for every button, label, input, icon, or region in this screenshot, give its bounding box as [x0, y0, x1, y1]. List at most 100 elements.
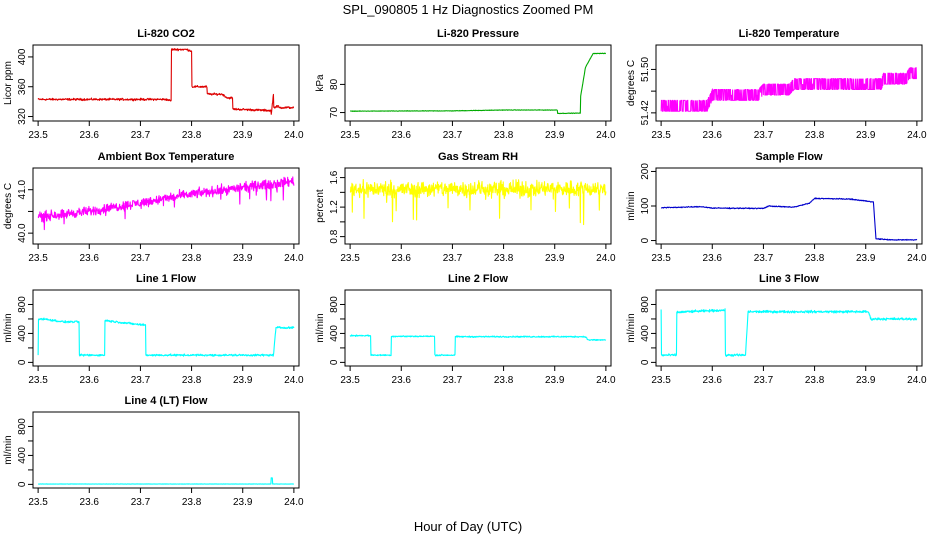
- panel-title: Li-820 Pressure: [437, 28, 519, 40]
- x-tick-label: 24.0: [596, 130, 616, 141]
- y-axis: 0 400 800: [17, 418, 33, 487]
- x-axis: 23.5 23.6 23.7 23.8 23.9 24.0: [651, 121, 927, 141]
- y-axis: 51.42 51.50: [640, 56, 656, 125]
- plot-frame: [655, 44, 923, 122]
- series-line: [660, 308, 918, 357]
- y-axis-label: ml/min: [315, 313, 326, 342]
- plot-frame: [344, 289, 612, 367]
- plot-frame: [32, 44, 300, 122]
- series-line: [349, 334, 607, 357]
- x-tick-label: 23.5: [651, 375, 671, 386]
- x-tick-label: 23.5: [340, 130, 360, 141]
- x-tick-label: 23.8: [494, 130, 514, 141]
- y-tick-label: 70: [329, 107, 340, 119]
- series-line-1-flow: [37, 317, 295, 358]
- y-tick-label: 400: [329, 325, 340, 342]
- panel-sample-flow: Sample Flow 23.5 23.6 23.7 23.8 23.9 24.0 0 100 2…: [626, 151, 927, 264]
- y-tick-label: 51.50: [640, 56, 651, 81]
- x-axis: 23.5 23.6 23.7 23.8 23.9 24.0: [651, 366, 927, 386]
- x-tick-label: 23.9: [233, 130, 253, 141]
- x-tick-label: 24.0: [284, 253, 304, 264]
- x-tick-label: 23.8: [182, 497, 202, 508]
- x-tick-label: 23.6: [703, 375, 723, 386]
- x-tick-label: 24.0: [907, 130, 927, 141]
- series-line: [37, 176, 295, 231]
- y-axis-label: Licor ppm: [3, 61, 14, 105]
- x-tick-label: 23.6: [703, 130, 723, 141]
- series-line-4-lt-flow: [37, 477, 295, 485]
- series-line-3-flow: [660, 308, 918, 357]
- y-tick-label: 200: [640, 163, 651, 180]
- x-tick-label: 23.5: [651, 253, 671, 264]
- y-tick-label: 320: [17, 108, 28, 125]
- x-tick-label: 23.7: [131, 497, 151, 508]
- series-line-2-flow: [349, 334, 607, 357]
- series-line: [37, 477, 295, 485]
- x-axis: 23.5 23.6 23.7 23.8 23.9 24.0: [651, 244, 927, 264]
- x-tick-label: 23.5: [340, 253, 360, 264]
- x-tick-label: 23.8: [182, 375, 202, 386]
- panel-grid: Li-820 CO2 23.5 23.6 23.7 23.8 23.9 24.0 320 360…: [3, 28, 927, 508]
- x-tick-label: 23.7: [754, 253, 774, 264]
- plot-frame: [32, 289, 300, 367]
- x-tick-label: 23.8: [805, 375, 825, 386]
- y-tick-label: 80: [329, 78, 340, 90]
- x-tick-label: 24.0: [596, 253, 616, 264]
- x-tick-label: 23.8: [805, 130, 825, 141]
- x-tick-label: 23.5: [28, 253, 48, 264]
- x-axis: 23.5 23.6 23.7 23.8 23.9 24.0: [28, 488, 304, 508]
- panel-title: Li-820 Temperature: [739, 28, 840, 40]
- y-axis: 0 400 800: [640, 296, 656, 365]
- y-tick-label: 360: [17, 78, 28, 95]
- panel-title: Sample Flow: [755, 151, 823, 163]
- y-tick-label: 41.0: [17, 180, 28, 200]
- y-axis-label: percent: [315, 189, 326, 223]
- x-tick-label: 23.7: [131, 130, 151, 141]
- series-li-820-temperature: [660, 67, 917, 112]
- series-line: [660, 197, 918, 241]
- y-tick-label: 800: [329, 296, 340, 313]
- x-tick-label: 23.6: [80, 130, 100, 141]
- x-tick-label: 24.0: [907, 253, 927, 264]
- y-tick-label: 40.0: [17, 223, 28, 243]
- plot-frame: [32, 167, 300, 245]
- x-tick-label: 23.5: [28, 497, 48, 508]
- y-axis: 40.0 41.0: [17, 180, 33, 243]
- panel-title: Gas Stream RH: [438, 151, 518, 163]
- x-tick-label: 23.6: [392, 375, 412, 386]
- y-axis: 320 360 400: [17, 48, 33, 125]
- x-tick-label: 23.6: [80, 497, 100, 508]
- y-axis: 0 400 800: [329, 296, 345, 365]
- series-li-820-co2: [37, 48, 295, 115]
- series-line: [37, 48, 295, 115]
- x-tick-label: 23.5: [28, 375, 48, 386]
- x-tick-label: 23.5: [651, 130, 671, 141]
- series-line: [349, 179, 607, 226]
- panel-title: Li-820 CO2: [137, 28, 194, 40]
- x-tick-label: 23.9: [856, 375, 876, 386]
- panel-title: Line 3 Flow: [759, 273, 819, 285]
- y-axis: 70 80: [329, 78, 345, 118]
- y-axis-label: ml/min: [3, 313, 14, 342]
- x-tick-label: 23.5: [340, 375, 360, 386]
- y-axis-label: kPa: [315, 74, 326, 92]
- x-tick-label: 23.6: [80, 253, 100, 264]
- x-tick-label: 23.6: [392, 253, 412, 264]
- y-tick-label: 0.8: [329, 229, 340, 243]
- x-tick-label: 23.7: [754, 130, 774, 141]
- x-tick-label: 23.8: [182, 130, 202, 141]
- y-tick-label: 0: [640, 359, 651, 365]
- panel-line-4-lt-flow: Line 4 (LT) Flow 23.5 23.6 23.7 23.8 23.9 24.0…: [3, 395, 304, 508]
- y-axis: 0 400 800: [17, 296, 33, 365]
- series-line: [349, 52, 607, 115]
- x-tick-label: 24.0: [907, 375, 927, 386]
- panel-li-820-co2: Li-820 CO2 23.5 23.6 23.7 23.8 23.9 24.0 320 360…: [3, 28, 304, 141]
- x-tick-label: 23.7: [131, 375, 151, 386]
- x-tick-label: 24.0: [284, 497, 304, 508]
- y-tick-label: 400: [17, 447, 28, 464]
- panel-line-1-flow: Line 1 Flow 23.5 23.6 23.7 23.8 23.9 24.0 0 400 8…: [3, 273, 304, 386]
- x-axis: 23.5 23.6 23.7 23.8 23.9 24.0: [28, 366, 304, 386]
- y-tick-label: 0: [329, 359, 340, 365]
- y-axis: 0.8 1.2 1.6: [329, 170, 345, 244]
